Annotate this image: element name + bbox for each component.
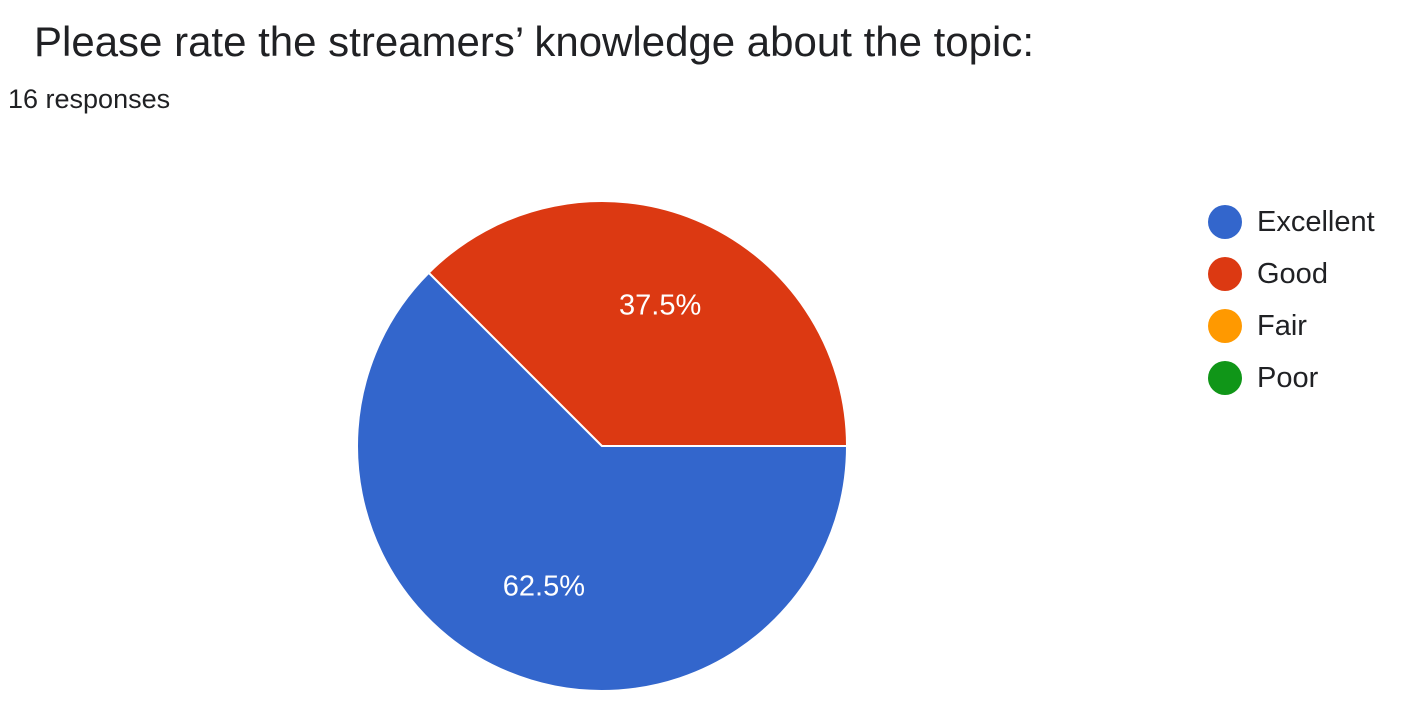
legend-label-poor: Poor	[1257, 361, 1319, 394]
legend-swatch-fair	[1208, 309, 1242, 343]
response-count: 16 responses	[8, 84, 171, 114]
legend-label-good: Good	[1257, 257, 1328, 290]
legend-swatch-excellent	[1208, 205, 1242, 239]
legend-swatch-good	[1208, 257, 1242, 291]
pie-label-excellent: 62.5%	[503, 570, 585, 602]
legend-item-good[interactable]: Good	[1208, 248, 1375, 300]
pie-label-good: 37.5%	[619, 290, 701, 322]
legend-label-excellent: Excellent	[1257, 205, 1375, 238]
pie-slice-good[interactable]	[427, 200, 849, 447]
legend-item-excellent[interactable]: Excellent	[1208, 196, 1375, 248]
chart-legend: Excellent Good Fair Poor	[1208, 196, 1375, 404]
legend-item-fair[interactable]: Fair	[1208, 300, 1375, 352]
pie-slice-excellent[interactable]	[356, 271, 849, 692]
legend-item-poor[interactable]: Poor	[1208, 352, 1375, 404]
legend-label-fair: Fair	[1257, 309, 1307, 342]
legend-swatch-poor	[1208, 361, 1242, 395]
question-title: Please rate the streamers’ knowledge abo…	[34, 18, 1035, 65]
